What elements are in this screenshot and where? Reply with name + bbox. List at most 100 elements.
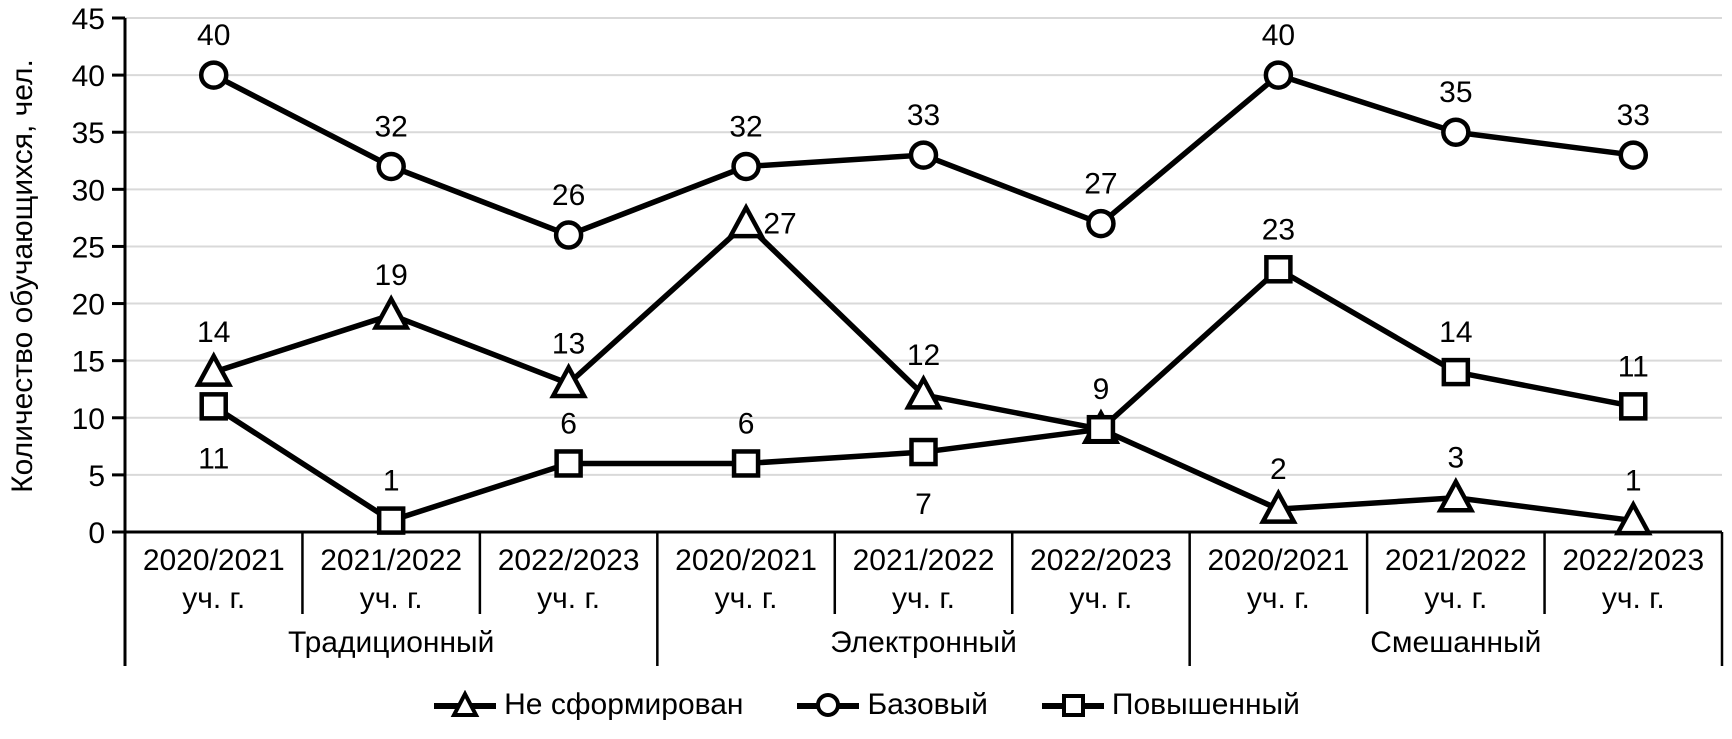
x-tick-label: уч. г. — [537, 582, 600, 615]
data-point-marker — [199, 392, 228, 421]
data-point-label: 23 — [1262, 213, 1295, 246]
data-point-marker — [553, 220, 584, 250]
x-tick-label: уч. г. — [715, 582, 778, 615]
data-point-marker — [731, 449, 761, 478]
data-point-marker — [1441, 117, 1471, 147]
data-point-label: 1 — [383, 465, 400, 498]
data-point-label: 6 — [560, 407, 577, 440]
data-point-marker — [1264, 255, 1293, 284]
data-point-marker — [554, 449, 583, 478]
data-point-label: 32 — [729, 110, 762, 143]
chart-legend: Не сформирован Базовый Повышенный — [0, 688, 1732, 722]
y-axis-title: Количество обучающихся, чел. — [6, 59, 39, 493]
data-point-label: 12 — [907, 339, 940, 372]
x-tick-label: уч. г. — [182, 582, 245, 615]
data-point-label: 14 — [197, 316, 230, 349]
data-point-label: 33 — [1617, 99, 1650, 132]
x-tick-label: уч. г. — [1602, 582, 1665, 615]
data-point-marker — [1436, 477, 1476, 513]
y-tick-label: 5 — [88, 460, 105, 493]
y-tick-label: 30 — [72, 174, 105, 207]
data-point-label: 1 — [1625, 465, 1642, 498]
data-point-label: 11 — [1618, 350, 1649, 383]
data-point-marker — [194, 351, 234, 387]
data-point-marker — [198, 60, 229, 90]
legend-item-basic: Базовый — [795, 688, 988, 722]
group-label: Электронный — [830, 626, 1017, 659]
x-tick-label: 2020/2021 — [1207, 544, 1349, 577]
x-tick-label: уч. г. — [360, 582, 423, 615]
x-tick-label: уч. г. — [1069, 582, 1132, 615]
line-chart: 0 5 10 15 20 25 30 35 40 45 2020/2021 уч. г. 2021/20… — [6, 3, 1724, 666]
y-tick-label: 25 — [72, 231, 105, 264]
y-tick-label: 35 — [72, 117, 105, 150]
data-point-label: 32 — [374, 110, 407, 143]
data-point-marker — [549, 362, 588, 399]
y-tick-label: 40 — [72, 60, 105, 93]
data-point-label: 14 — [1439, 316, 1472, 349]
data-point-label: 33 — [907, 99, 940, 132]
data-point-label: 26 — [552, 179, 585, 212]
y-tick-label: 15 — [72, 346, 105, 379]
data-point-marker — [726, 202, 766, 239]
x-tick-label: 2020/2021 — [675, 544, 817, 577]
legend-label-not-formed: Не сформирован — [504, 688, 744, 721]
y-tick-label: 20 — [72, 289, 105, 322]
y-tick-label: 10 — [72, 403, 105, 436]
data-point-label: 35 — [1439, 76, 1472, 109]
data-point-label: 27 — [1084, 168, 1117, 201]
group-label: Традиционный — [288, 626, 494, 659]
data-point-marker — [1086, 414, 1116, 444]
x-tick-label: 2021/2022 — [853, 544, 995, 577]
x-tick-label: уч. г. — [892, 582, 955, 615]
x-tick-label: 2020/2021 — [143, 544, 285, 577]
data-point-label: 27 — [763, 208, 796, 241]
data-point-label: 6 — [738, 407, 755, 440]
data-point-marker — [904, 374, 943, 410]
legend-label-advanced: Повышенный — [1111, 688, 1300, 721]
data-point-marker — [1613, 499, 1653, 536]
x-tick-label: 2022/2023 — [1562, 544, 1704, 577]
x-tick-label: уч. г. — [1247, 582, 1310, 615]
data-point-marker — [908, 140, 939, 170]
data-point-label: 9 — [1093, 373, 1110, 406]
data-point-label: 7 — [915, 488, 932, 521]
data-point-marker — [1618, 140, 1649, 170]
series-line — [210, 220, 1637, 524]
series-circle — [198, 60, 1649, 250]
series-triangle — [194, 202, 1653, 536]
y-tick-label: 0 — [88, 517, 105, 550]
series-square — [199, 255, 1648, 535]
data-point-label: 19 — [374, 259, 407, 292]
data-point-label: 13 — [552, 328, 585, 361]
legend-label-basic: Базовый — [867, 688, 988, 721]
x-tick-label: 2021/2022 — [1385, 544, 1527, 577]
data-point-marker — [1441, 357, 1471, 387]
legend-item-advanced: Повышенный — [1040, 688, 1300, 722]
data-point-marker — [1086, 208, 1116, 239]
data-point-label: 40 — [197, 19, 230, 52]
data-point-label: 40 — [1262, 19, 1295, 52]
group-label: Смешанный — [1370, 626, 1541, 659]
data-point-label: 3 — [1447, 442, 1464, 475]
data-point-marker — [376, 151, 406, 182]
data-point-marker — [1259, 488, 1298, 524]
data-point-marker — [371, 294, 411, 330]
data-point-marker — [1619, 392, 1648, 421]
data-point-label: 2 — [1270, 453, 1287, 486]
legend-item-not-formed: Не сформирован — [432, 688, 743, 722]
y-tick-label: 45 — [72, 3, 105, 36]
data-point-marker — [1263, 60, 1294, 90]
x-tick-label: 2022/2023 — [498, 544, 640, 577]
x-tick-label: 2022/2023 — [1030, 544, 1172, 577]
data-point-label: 11 — [198, 442, 229, 475]
circle-marker-icon — [797, 693, 860, 717]
triangle-marker-icon — [434, 690, 497, 717]
data-point-marker — [731, 151, 761, 182]
x-tick-label: уч. г. — [1424, 582, 1487, 615]
square-marker-icon — [1041, 694, 1104, 717]
data-point-marker — [376, 506, 406, 535]
data-point-marker — [909, 437, 938, 467]
x-tick-label: 2021/2022 — [320, 544, 462, 577]
